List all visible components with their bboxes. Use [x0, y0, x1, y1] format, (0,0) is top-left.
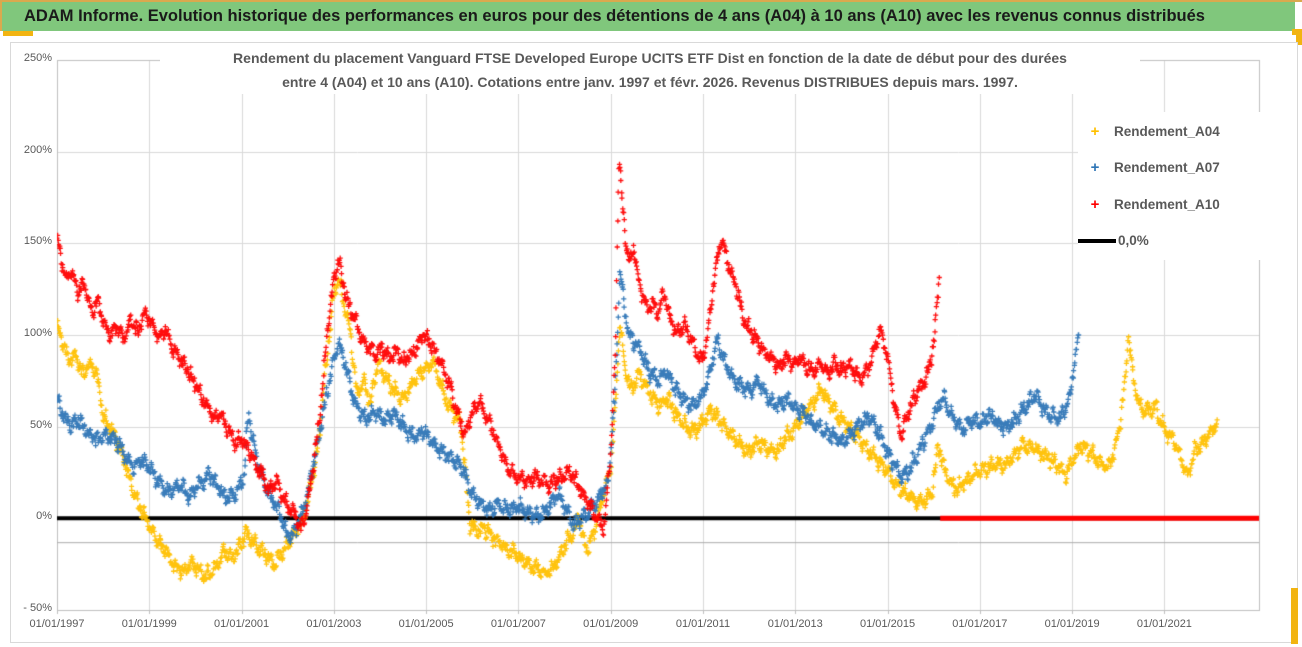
x-tick-label: 01/01/2015 — [860, 618, 916, 630]
chart-title-line1: Rendement du placement Vanguard FTSE Dev… — [233, 50, 1067, 66]
x-tick-label: 01/01/2013 — [767, 618, 823, 630]
legend-item-zero-line[interactable]: 0,0% — [1078, 228, 1266, 254]
x-tick-label: 01/01/2019 — [1044, 618, 1100, 630]
plus-marker-icon: + — [1090, 195, 1100, 213]
y-tick-label: 250% — [23, 52, 52, 64]
legend-label: 0,0% — [1118, 233, 1149, 249]
x-tick-label: 01/01/2011 — [675, 618, 731, 630]
plus-marker-icon: + — [1090, 122, 1100, 140]
chart-title-line2: entre 4 (A04) et 10 ans (A10). Cotations… — [282, 74, 1018, 90]
y-tick-label: 200% — [23, 143, 52, 156]
legend-item-a07[interactable]: + Rendement_A07 — [1078, 155, 1266, 181]
y-tick-label: 50% — [29, 418, 52, 431]
x-tick-label: 01/01/2017 — [952, 618, 1008, 630]
legend-item-a04[interactable]: + Rendement_A04 — [1078, 118, 1266, 144]
legend-label: Rendement_A10 — [1114, 196, 1220, 212]
x-tick-label: 01/01/2021 — [1136, 618, 1192, 630]
plus-marker-icon: + — [1090, 159, 1100, 177]
legend-label: Rendement_A04 — [1114, 123, 1220, 139]
y-tick-label: - 50% — [23, 602, 52, 614]
legend[interactable]: + Rendement_A04 + Rendement_A07 + Rendem… — [1078, 112, 1266, 260]
x-tick-label: 01/01/2007 — [490, 618, 546, 630]
y-tick-label: 150% — [23, 235, 52, 248]
x-tick-label: 01/01/2001 — [214, 618, 270, 630]
zero-line-icon — [1078, 238, 1116, 243]
right-edge-accent — [1291, 588, 1298, 644]
x-tick-label: 01/01/2009 — [583, 618, 639, 630]
chart-title: Rendement du placement Vanguard FTSE Dev… — [160, 46, 1140, 94]
x-tick-label: 01/01/1997 — [29, 618, 85, 630]
legend-item-a10[interactable]: + Rendement_A10 — [1078, 191, 1266, 217]
y-tick-label: 0% — [36, 510, 52, 523]
y-tick-label: 100% — [23, 327, 52, 339]
legend-label: Rendement_A07 — [1114, 160, 1220, 176]
x-tick-label: 01/01/2005 — [398, 618, 454, 630]
x-tick-label: 01/01/1999 — [121, 618, 177, 630]
x-tick-label: 01/01/2003 — [306, 618, 362, 630]
